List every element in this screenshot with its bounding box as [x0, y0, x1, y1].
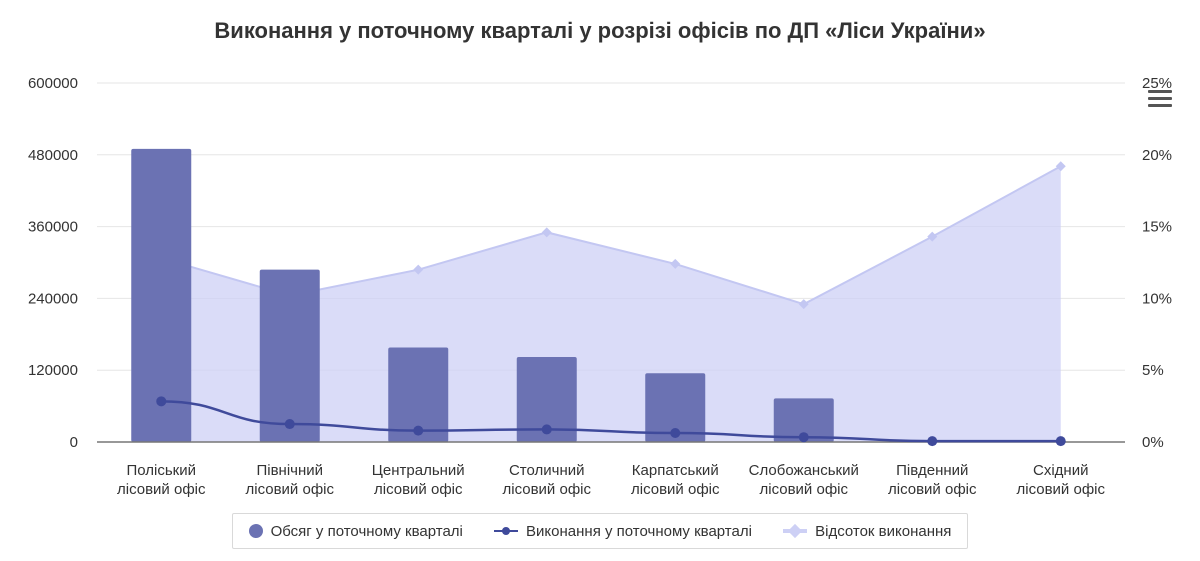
x-category-label: Північний: [256, 462, 323, 479]
y-right-tick-label: 15%: [1142, 219, 1172, 236]
x-category-label: лісовий офіс: [1016, 481, 1105, 498]
y-left-tick-label: 120000: [28, 362, 78, 379]
percent-point: [798, 299, 809, 310]
x-category-label: Карпатський: [632, 462, 719, 479]
execution-point: [1055, 436, 1066, 447]
x-category-label: Східний: [1033, 462, 1088, 479]
x-category-label: лісовий офіс: [759, 481, 848, 498]
bar-volume: [131, 148, 192, 443]
execution-point: [798, 432, 809, 443]
chart-legend: Обсяг у поточному кварталі Виконання у п…: [232, 513, 968, 549]
bar-volume: [773, 398, 834, 442]
y-left-tick-label: 240000: [28, 290, 78, 307]
bar-volume: [388, 347, 449, 442]
x-category-label: лісовий офіс: [888, 481, 977, 498]
execution-point: [284, 419, 295, 430]
legend-item-volume[interactable]: Обсяг у поточному кварталі: [248, 522, 463, 540]
legend-marker-area-icon: [783, 524, 808, 538]
y-left-tick-label: 480000: [28, 147, 78, 164]
percent-point: [927, 231, 938, 242]
legend-label: Обсяг у поточному кварталі: [270, 522, 463, 540]
y-left-tick-label: 0: [70, 434, 78, 451]
legend-label: Виконання у поточному кварталі: [526, 522, 752, 540]
bar-volume: [259, 269, 320, 442]
legend-item-execution[interactable]: Виконання у поточному кварталі: [494, 523, 752, 540]
execution-point: [670, 428, 681, 439]
y-right-tick-label: 25%: [1142, 75, 1172, 92]
x-category-label: лісовий офіс: [245, 481, 334, 498]
y-right-tick-label: 10%: [1142, 290, 1172, 307]
percent-point: [541, 227, 552, 238]
y-right-tick-label: 5%: [1142, 362, 1164, 379]
y-left-tick-label: 600000: [28, 75, 78, 92]
x-category-label: Слобожанський: [749, 462, 859, 479]
execution-point: [156, 396, 167, 407]
legend-label: Відсоток виконання: [815, 522, 952, 540]
x-category-label: Південний: [896, 462, 968, 479]
y-left-tick-label: 360000: [28, 219, 78, 236]
hamburger-menu-icon[interactable]: [1148, 90, 1172, 110]
x-category-label: лісовий офіс: [502, 481, 591, 498]
execution-line: [161, 400, 1061, 443]
x-category-label: лісовий офіс: [631, 481, 720, 498]
x-category-label: лісовий офіс: [117, 481, 206, 498]
execution-point: [413, 425, 424, 436]
x-category-label: Центральний: [372, 462, 465, 479]
bar-volume: [516, 357, 577, 442]
execution-point: [541, 424, 552, 435]
x-category-label: Поліський: [126, 462, 196, 479]
percent-point: [670, 258, 681, 269]
x-category-label: лісовий офіс: [374, 481, 463, 498]
chart-title: Виконання у поточному кварталі у розрізі…: [214, 18, 986, 43]
y-right-tick-label: 20%: [1142, 147, 1172, 164]
percent-area: [161, 166, 1061, 442]
bar-volume: [645, 373, 706, 442]
x-category-label: Столичний: [509, 462, 585, 479]
legend-marker-circle-icon: [248, 524, 263, 538]
legend-item-percent[interactable]: Відсоток виконання: [783, 523, 951, 540]
percent-point: [413, 264, 424, 275]
percent-point: [1055, 161, 1066, 172]
chart-plot: 600000 25% 480000 20% 360000 15% 240000 10% 1200…: [28, 75, 1172, 498]
y-right-tick-label: 0%: [1142, 434, 1164, 451]
execution-point: [927, 436, 938, 447]
legend-marker-line-icon: [494, 524, 519, 538]
